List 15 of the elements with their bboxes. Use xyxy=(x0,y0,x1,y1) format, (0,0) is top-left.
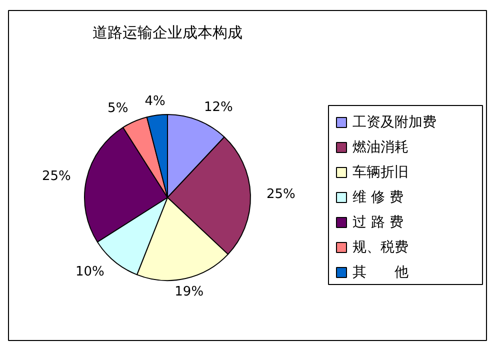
legend-label: 车辆折旧 xyxy=(352,164,408,180)
data-label: 5% xyxy=(108,100,128,116)
legend-label: 规、税费 xyxy=(352,240,408,256)
legend-label: 维 修 费 xyxy=(352,190,404,206)
data-label: 10% xyxy=(76,264,104,280)
data-label: 19% xyxy=(174,284,204,300)
legend-label: 燃油消耗 xyxy=(352,140,408,156)
data-label: 25% xyxy=(42,168,71,184)
chart-title: 道路运输企业成本构成 xyxy=(92,24,242,42)
legend-label: 其 他 xyxy=(352,264,408,280)
data-label: 12% xyxy=(204,100,233,115)
data-label: 25% xyxy=(266,186,296,202)
legend-label: 过 路 费 xyxy=(352,214,404,230)
legend-label: 工资及附加费 xyxy=(352,114,436,130)
data-label: 4% xyxy=(144,94,166,109)
